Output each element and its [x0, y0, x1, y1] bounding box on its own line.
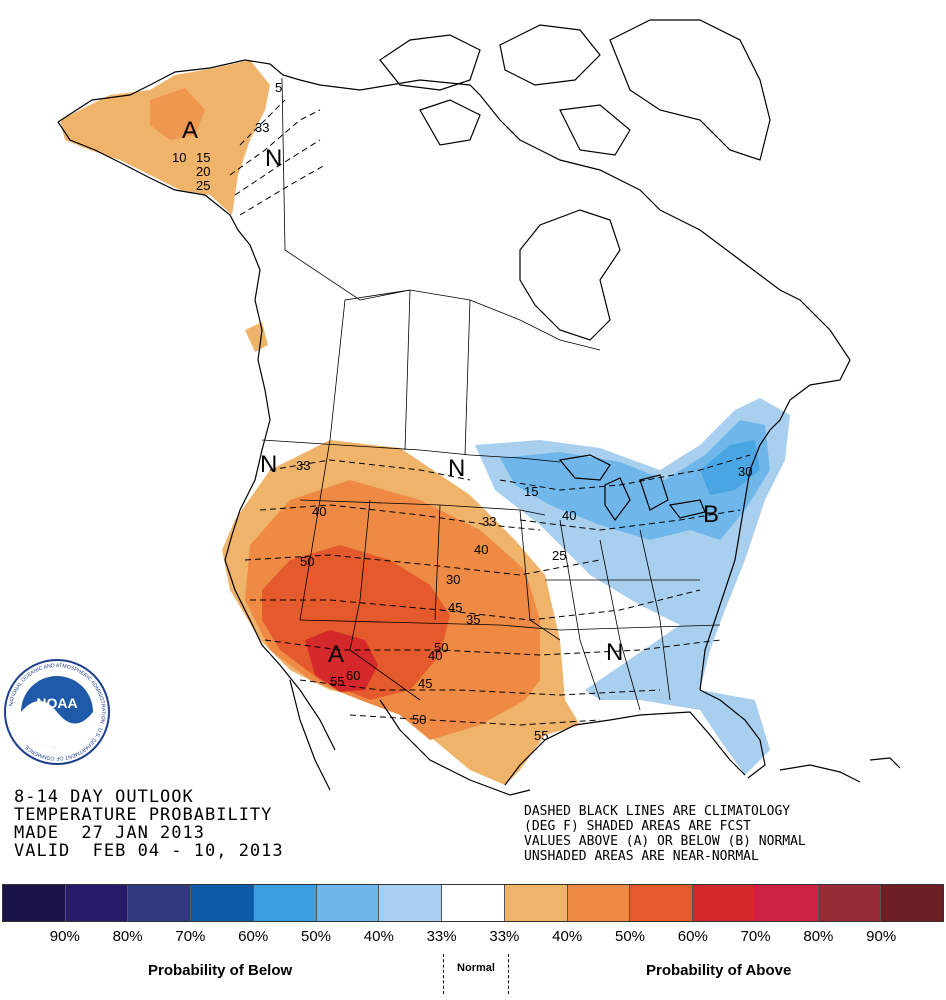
title-line: VALID FEB 04 - 10, 2013: [14, 841, 284, 861]
legend-percent-label: 60%: [677, 928, 708, 945]
contour-label: 25: [552, 548, 566, 563]
legend-percent-label: 70%: [175, 928, 206, 945]
legend-note: DASHED BLACK LINES ARE CLIMATOLOGY (DEG …: [524, 804, 806, 864]
legend-swatch: [253, 885, 317, 921]
contour-label: 50: [412, 712, 426, 727]
title-line: 8-14 DAY OUTLOOK: [14, 787, 194, 807]
note-line: (DEG F) SHADED AREAS ARE FCST: [524, 819, 751, 834]
contour-label: 5: [275, 80, 282, 95]
legend-swatch: [567, 885, 631, 921]
climatology-lines: [229, 99, 751, 726]
legend-swatch: [818, 885, 882, 921]
region-letters: A N N N A B N: [182, 117, 719, 668]
legend-percent-label: 90%: [49, 928, 80, 945]
legend-labels: 90% 80% 70% 60% 50% 40% 33% 33% 40% 50% 60% 70% 80% 9…: [0, 928, 946, 948]
letter-southwest-above: A: [328, 641, 344, 668]
legend-percent-label: 40%: [363, 928, 394, 945]
letter-southeast-normal: N: [606, 639, 623, 666]
legend-swatch: [379, 885, 443, 921]
legend-percent-label: 50%: [614, 928, 646, 945]
contour-label: 33: [296, 458, 310, 473]
legend-percent-label: 40%: [552, 928, 583, 945]
legend-percent-label: 80%: [112, 928, 143, 945]
contour-label: 45: [448, 600, 462, 615]
legend-swatch: [881, 885, 944, 921]
legend-swatch: [442, 885, 505, 921]
legend-swatch: [191, 885, 254, 921]
contour-label: 45: [418, 676, 432, 691]
legend-swatch: [755, 885, 819, 921]
contour-label: 15: [524, 484, 538, 499]
contour-label: 40: [562, 508, 576, 523]
note-line: UNSHADED AREAS ARE NEAR-NORMAL: [524, 849, 759, 864]
below-caption: Probability of Below: [148, 962, 293, 979]
legend-swatch: [128, 885, 192, 921]
contour-label: 40: [474, 542, 488, 557]
letter-alaska-above: A: [182, 117, 198, 144]
note-line: VALUES ABOVE (A) OR BELOW (B) NORMAL: [524, 834, 806, 849]
pacnw-above-patch: [245, 322, 268, 352]
contour-label: 33: [482, 514, 496, 529]
contour-label: 50: [300, 554, 314, 569]
east-below-area: [475, 398, 790, 775]
contour-label: 20: [196, 164, 210, 179]
legend-swatch: [504, 885, 568, 921]
contour-label: 40: [428, 648, 442, 663]
letter-east-below: B: [703, 501, 719, 528]
alaska-above-area: [60, 60, 270, 215]
contour-label: 30: [738, 464, 752, 479]
contour-label: 25: [196, 178, 210, 193]
legend-percent-label: 80%: [803, 928, 834, 945]
legend-color-bar: [2, 884, 944, 922]
contour-label: 15: [196, 150, 210, 165]
legend-percent-label: 33%: [426, 928, 457, 945]
contour-label: 35: [466, 612, 480, 627]
normal-caption: Normal: [443, 954, 509, 994]
legend-percent-label: 60%: [238, 928, 269, 945]
legend-swatch: [693, 885, 756, 921]
contour-label: 40: [312, 504, 326, 519]
contour-labels: 33 10 15 20 25 5 33 40 50 45 60 55 50 45…: [172, 80, 752, 743]
contour-label: 10: [172, 150, 186, 165]
legend-percent-label: 50%: [300, 928, 332, 945]
legend-swatch: [316, 885, 380, 921]
title-line: TEMPERATURE PROBABILITY: [14, 805, 273, 825]
coastlines: [57, 19, 901, 796]
contour-label: 30: [446, 572, 460, 587]
contour-label: 60: [346, 668, 360, 683]
letter-west-normal: N: [260, 451, 277, 478]
noaa-logo-text: NOAA: [36, 695, 77, 711]
above-caption: Probability of Above: [646, 962, 792, 979]
title-line: MADE 27 JAN 2013: [14, 823, 205, 843]
letter-alaska-normal: N: [265, 145, 282, 172]
legend-swatch: [65, 885, 129, 921]
title-block: 8-14 DAY OUTLOOK TEMPERATURE PROBABILITY…: [14, 788, 284, 860]
legend-swatch: [3, 885, 66, 921]
outlook-map: 33 10 15 20 25 5 33 40 50 45 60 55 50 45…: [4, 19, 901, 796]
boundaries: [261, 77, 721, 711]
legend-swatch: [630, 885, 694, 921]
legend-percent-label: 70%: [740, 928, 771, 945]
contour-label: 33: [255, 120, 269, 135]
contour-label: 55: [534, 728, 548, 743]
note-line: DASHED BLACK LINES ARE CLIMATOLOGY: [524, 804, 791, 819]
noaa-logo: NOAA NATIONAL OCEANIC AND ATMOSPHERIC AD…: [4, 659, 110, 765]
contour-label: 55: [330, 674, 344, 689]
west-above-area: [222, 440, 580, 785]
contour-label: 50: [434, 640, 448, 655]
letter-plains-normal: N: [448, 455, 465, 482]
legend-percent-label: 33%: [489, 928, 520, 945]
legend-percent-label: 90%: [866, 928, 897, 945]
